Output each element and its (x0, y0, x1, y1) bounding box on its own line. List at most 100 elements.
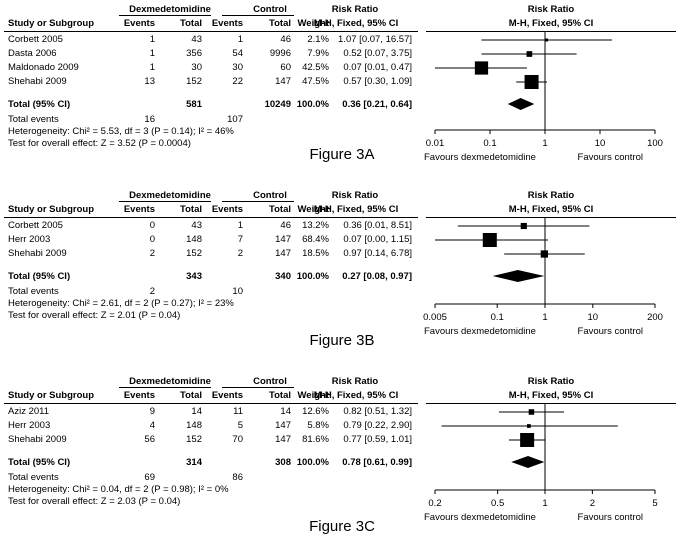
total-control: 9996 (269, 48, 291, 59)
group-header-treatment: Dexmedetomidine (129, 4, 211, 15)
column-total-control: Total (269, 390, 291, 401)
header-rule-plot (426, 403, 676, 404)
risk-ratio-header: Risk Ratio (331, 376, 379, 387)
total-events-label: Total events (8, 286, 59, 297)
study-ci: 0.07 [0.00, 1.15] (343, 234, 412, 245)
study-point (528, 409, 535, 415)
study-weight: 13.2% (302, 220, 329, 231)
column-total-treatment: Total (180, 204, 202, 215)
favours-control-label: Favours control (578, 326, 643, 337)
total-control: 147 (275, 248, 291, 259)
study-ci: 0.36 [0.01, 8.51] (343, 220, 412, 231)
x-tick-label: 200 (647, 312, 663, 323)
study-name: Shehabi 2009 (8, 434, 67, 445)
total-control: 147 (275, 234, 291, 245)
events-control: 2 (237, 248, 243, 259)
events-treatment: 4 (149, 420, 155, 431)
study-point (482, 233, 497, 247)
column-method: M-H, Fixed, 95% CI (313, 390, 399, 401)
column-events-treatment: Events (123, 204, 155, 215)
column-study: Study or Subgroup (8, 204, 95, 215)
column-total-treatment: Total (180, 390, 202, 401)
events-control: 70 (232, 434, 243, 445)
total-treatment: 43 (191, 34, 202, 45)
study-weight: 12.6% (302, 406, 329, 417)
overall-effect-text: Test for overall effect: Z = 2.01 (P = 0… (8, 310, 181, 321)
column-total-control: Total (269, 18, 291, 29)
group-header-treatment: Dexmedetomidine (129, 190, 211, 201)
total-treatment: 148 (186, 234, 202, 245)
x-tick-label: 1 (542, 138, 547, 149)
total-control: 147 (275, 434, 291, 445)
total-control: 14 (280, 406, 291, 417)
total-events-label: Total events (8, 472, 59, 483)
events-control: 30 (232, 62, 243, 73)
study-name: Herr 2003 (8, 420, 51, 431)
column-study: Study or Subgroup (8, 18, 95, 29)
pooled-estimate-diamond (507, 98, 535, 110)
events-control: 11 (233, 406, 243, 417)
total-treatment-sum: 581 (186, 99, 202, 110)
study-weight: 2.1% (307, 34, 329, 45)
events-control: 5 (237, 420, 243, 431)
study-name: Corbett 2005 (8, 34, 63, 45)
study-weight: 68.4% (302, 234, 329, 245)
x-tick-label: 100 (647, 138, 663, 149)
study-point (520, 433, 535, 447)
total-label: Total (95% CI) (8, 99, 71, 110)
study-point (524, 75, 539, 89)
plot-header: Risk Ratio (527, 190, 575, 201)
figure-title: Figure 3C (309, 518, 375, 535)
total-ci: 0.27 [0.08, 0.97] (342, 271, 412, 282)
pooled-estimate-diamond (492, 270, 545, 282)
total-treatment: 152 (186, 434, 202, 445)
events-control: 7 (237, 234, 243, 245)
x-tick-label: 5 (652, 498, 657, 509)
total-control-sum: 308 (275, 457, 291, 468)
column-total-control: Total (269, 204, 291, 215)
study-weight: 81.6% (302, 434, 329, 445)
heterogeneity-text: Heterogeneity: Chi² = 0.04, df = 2 (P = … (8, 484, 229, 495)
x-tick-label: 0.01 (426, 138, 445, 149)
column-events-control: Events (211, 390, 243, 401)
x-tick-label: 10 (595, 138, 606, 149)
study-name: Aziz 2011 (8, 406, 50, 417)
total-treatment: 43 (191, 220, 202, 231)
events-treatment: 2 (149, 248, 155, 259)
events-treatment: 9 (149, 406, 155, 417)
total-treatment-sum: 343 (186, 271, 202, 282)
study-ci: 0.77 [0.59, 1.01] (343, 434, 412, 445)
study-point (474, 61, 489, 75)
figure-title: Figure 3B (309, 332, 375, 349)
forest-panel-2: Dexmedetomidine Control Risk Ratio Risk Rat… (0, 186, 685, 372)
group-header-control: Control (253, 190, 287, 201)
total-ci: 0.36 [0.21, 0.64] (342, 99, 412, 110)
study-ci: 0.07 [0.01, 0.47] (343, 62, 412, 73)
study-name: Shehabi 2009 (8, 248, 67, 259)
plot-method: M-H, Fixed, 95% CI (508, 204, 594, 215)
header-rule-treatment (119, 201, 211, 202)
total-treatment: 152 (186, 76, 202, 87)
study-ci: 0.79 [0.22, 2.90] (343, 420, 412, 431)
total-label: Total (95% CI) (8, 271, 71, 282)
total-control-sum: 340 (275, 271, 291, 282)
study-weight: 42.5% (302, 62, 329, 73)
study-point (526, 51, 533, 57)
header-rule-main (4, 403, 418, 404)
plot-method: M-H, Fixed, 95% CI (508, 18, 594, 29)
study-ci: 1.07 [0.07, 16.57] (338, 34, 412, 45)
events-control: 54 (232, 48, 243, 59)
x-tick-label: 1 (542, 312, 547, 323)
pooled-estimate-diamond (511, 456, 545, 468)
plot-header: Risk Ratio (527, 4, 575, 15)
header-rule-plot (426, 217, 676, 218)
total-label: Total (95% CI) (8, 457, 71, 468)
x-tick-label: 0.2 (428, 498, 441, 509)
events-treatment: 1 (149, 62, 155, 73)
column-events-control: Events (211, 204, 243, 215)
events-treatment: 1 (149, 48, 155, 59)
events-treatment: 1 (149, 34, 155, 45)
total-control: 147 (275, 420, 291, 431)
total-weight: 100.0% (296, 99, 329, 110)
total-treatment-sum: 314 (186, 457, 202, 468)
